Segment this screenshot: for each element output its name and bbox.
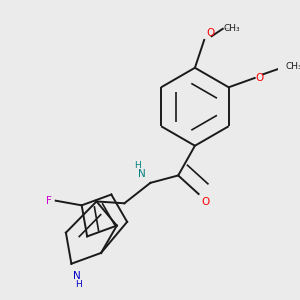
Text: H: H [134,161,141,170]
Text: N: N [138,169,146,179]
Text: O: O [256,73,264,83]
Text: CH₃: CH₃ [285,62,300,71]
Text: methoxy: methoxy [225,28,231,29]
Text: F: F [46,196,52,206]
Text: CH₃: CH₃ [224,24,240,33]
Text: N: N [73,271,81,281]
Text: O: O [201,197,210,207]
Text: H: H [75,280,82,290]
Text: O: O [206,28,214,38]
